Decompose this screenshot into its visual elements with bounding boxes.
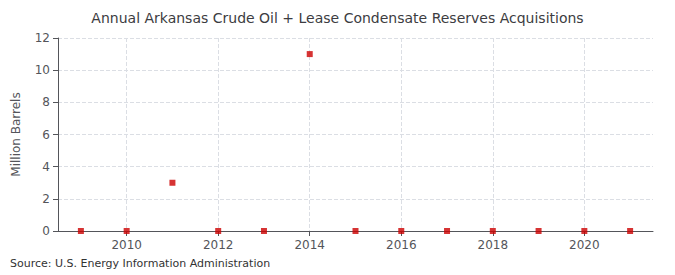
svg-text:2010: 2010 <box>111 238 142 252</box>
svg-text:2020: 2020 <box>569 238 600 252</box>
svg-text:6: 6 <box>42 128 50 142</box>
svg-text:Source: U.S. Energy Informatio: Source: U.S. Energy Information Administ… <box>10 257 270 270</box>
svg-text:8: 8 <box>42 95 50 109</box>
svg-text:2014: 2014 <box>294 238 325 252</box>
svg-text:10: 10 <box>35 63 50 77</box>
svg-text:2018: 2018 <box>478 238 509 252</box>
svg-text:0: 0 <box>42 224 50 238</box>
svg-text:Annual Arkansas Crude Oil + Le: Annual Arkansas Crude Oil + Lease Conden… <box>91 10 583 26</box>
svg-text:2: 2 <box>42 192 50 206</box>
svg-text:2016: 2016 <box>386 238 417 252</box>
svg-text:2012: 2012 <box>203 238 234 252</box>
svg-text:Million Barrels: Million Barrels <box>9 92 23 176</box>
svg-text:12: 12 <box>35 31 50 45</box>
svg-text:4: 4 <box>42 160 50 174</box>
